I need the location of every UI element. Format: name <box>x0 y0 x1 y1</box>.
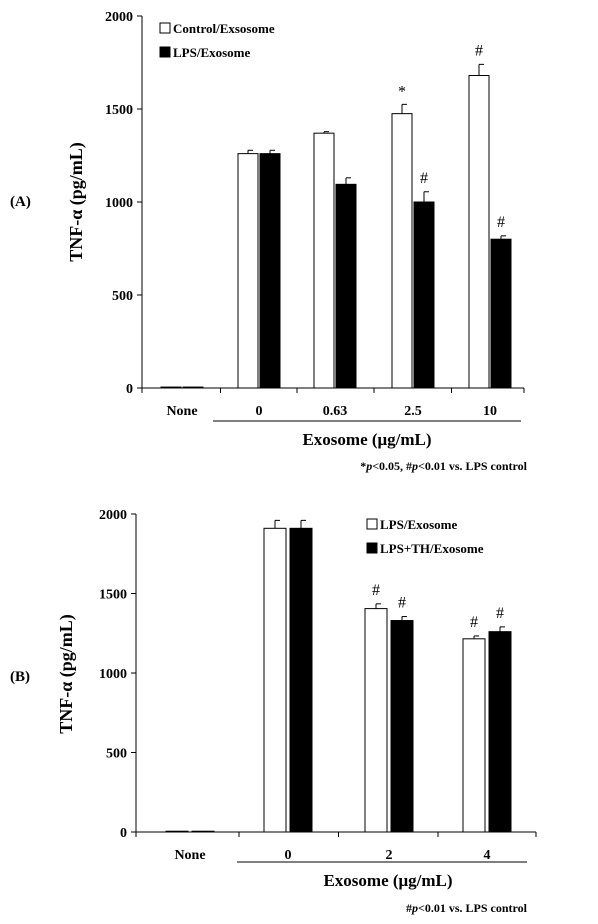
panel-a-y-tick-label: 2000 <box>105 10 133 25</box>
panel-b-legend-swatch <box>366 518 378 530</box>
panel-b-significance-marker: # <box>372 582 380 599</box>
panel-b-y-tick-label: 2000 <box>99 508 127 523</box>
panel-a-bar <box>182 386 204 389</box>
panel-b-y-tick-label: 1500 <box>99 588 127 603</box>
panel-a-x-tick-label: 0.63 <box>323 404 348 419</box>
panel-a-x-tick-label: 0 <box>256 404 263 419</box>
panel-b-label: (B) <box>10 669 30 685</box>
panel-b-bar <box>289 527 313 833</box>
panel-b-legend-label: LPS/Exosome <box>380 517 458 532</box>
panel-b-legend-label: LPS+TH/Exosome <box>380 541 484 556</box>
panel-b-bar <box>462 638 486 833</box>
panel-a-y-tick-label: 500 <box>112 289 133 304</box>
panel-a-legend-label: LPS/Exosome <box>173 45 251 60</box>
panel-b-y-axis-label: TNF-α (pg/mL) <box>56 614 77 734</box>
panel-a-y-tick-label: 1500 <box>105 103 133 118</box>
panel-a-y-tick-label: 1000 <box>105 196 133 211</box>
panel-b-bar <box>191 830 215 833</box>
panel-a-x-tick-label: 10 <box>483 404 497 419</box>
panel-b-bar <box>390 620 414 833</box>
panel-a-significance-marker: # <box>497 214 505 231</box>
panel-b-bar <box>364 608 388 833</box>
panel-a-legend-label: Control/Exsosome <box>173 21 275 36</box>
panel-a-bar <box>490 238 512 389</box>
panel-b-y-tick-label: 500 <box>106 747 127 762</box>
panel-a-bar <box>237 153 259 389</box>
panel-b-significance-marker: # <box>470 614 478 631</box>
panel-a-x-tick-label: 2.5 <box>404 404 422 419</box>
panel-a-bar <box>259 153 281 389</box>
panel-b-significance-marker: # <box>398 595 406 612</box>
panel-a-legend-swatch <box>159 22 171 34</box>
panel-b: (B) TNF-α (pg/mL) 0 500 1000 1500 2000 None 0 2… <box>10 508 537 915</box>
panel-a-footnote: *p<0.05, #p<0.01 vs. LPS control <box>360 459 527 473</box>
panel-b-significance-marker: # <box>496 605 504 622</box>
panel-b-legend-swatch <box>366 542 378 554</box>
panel-b-plot: 0 500 1000 1500 2000 None 0 2 4 # # # # LPS/Exosome LP… <box>99 508 537 863</box>
panel-a-y-tick-label: 0 <box>126 382 133 397</box>
panel-b-x-tick-label: 2 <box>386 848 393 863</box>
panel-a-plot: 0 500 1000 1500 2000 None 0 0.63 2.5 10 * # # # Contro… <box>105 10 525 419</box>
panel-b-footnote: #p<0.01 vs. LPS control <box>406 901 528 915</box>
panel-a-bar <box>468 75 490 389</box>
panel-a-x-axis-label: Exosome (μg/mL) <box>302 430 431 449</box>
panel-a-bar <box>335 183 357 389</box>
panel-b-x-tick-label: 0 <box>285 848 292 863</box>
panel-a-bar <box>413 201 435 389</box>
panel-a-y-axis-label: TNF-α (pg/mL) <box>66 142 87 262</box>
panel-b-bar <box>488 631 512 833</box>
panel-a-significance-marker: # <box>420 170 428 187</box>
panel-a-label: (A) <box>10 194 31 210</box>
panel-b-x-tick-label: None <box>174 848 205 863</box>
panel-b-bar <box>165 830 189 833</box>
panel-b-x-tick-label: 4 <box>484 848 491 863</box>
panel-a-bar <box>391 113 413 389</box>
panel-a-x-tick-label: None <box>166 404 197 419</box>
panel-b-y-tick-label: 0 <box>120 826 127 841</box>
panel-a-legend-swatch <box>159 46 171 58</box>
panel-b-bar <box>263 527 287 833</box>
panel-a-bar <box>160 386 182 389</box>
panel-a-bar <box>313 132 335 389</box>
panel-a-significance-marker: * <box>398 83 406 100</box>
panel-b-x-axis-label: Exosome (μg/mL) <box>323 871 452 890</box>
panel-b-y-tick-label: 1000 <box>99 667 127 682</box>
panel-a-significance-marker: # <box>475 42 483 59</box>
